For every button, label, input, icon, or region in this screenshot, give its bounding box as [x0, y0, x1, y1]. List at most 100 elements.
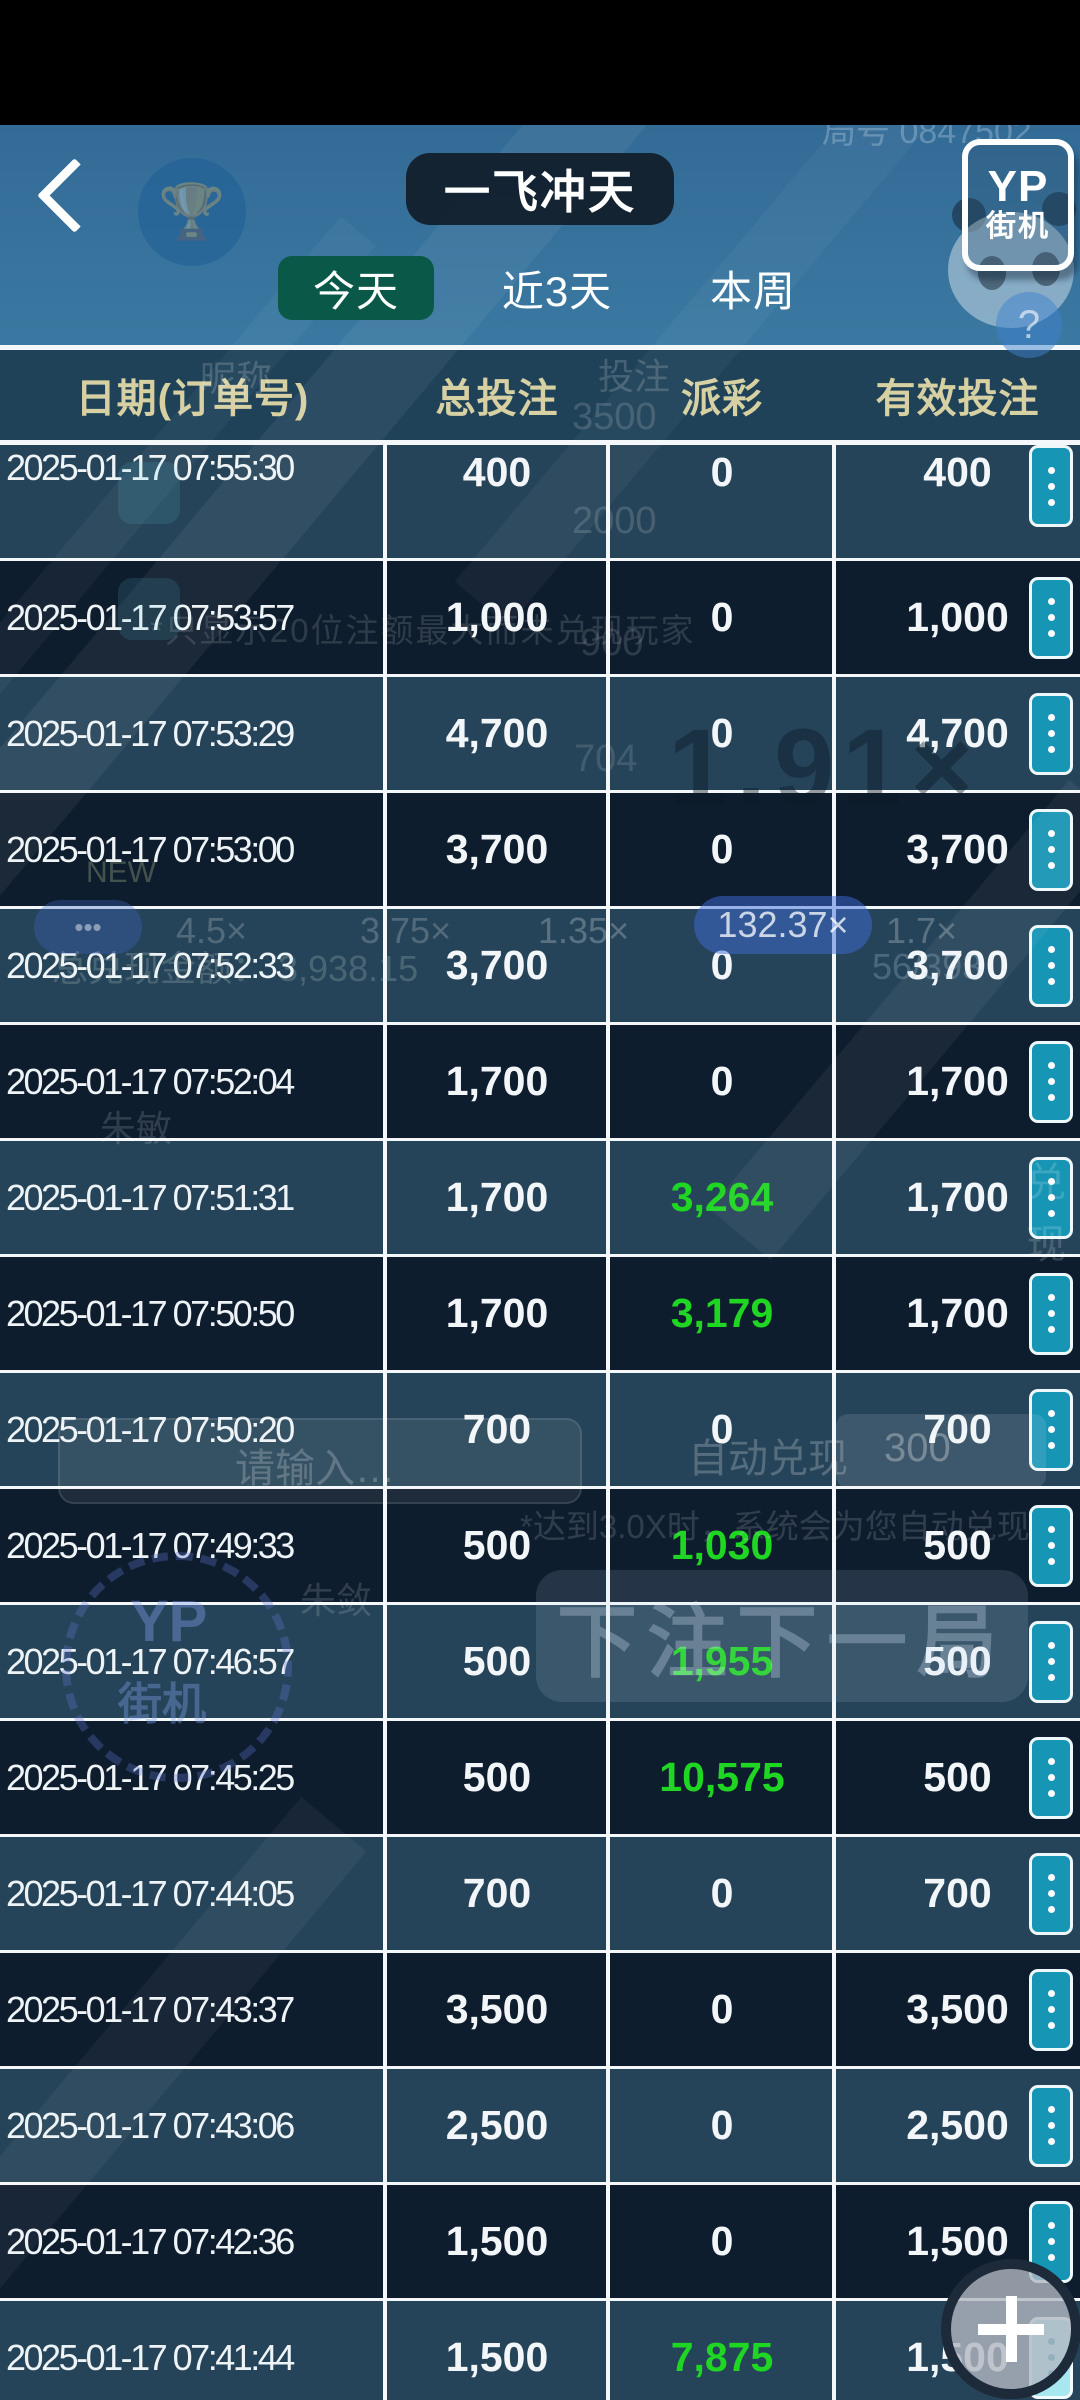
total-bet-cell: 3,700 — [445, 942, 549, 988]
status-bar — [0, 0, 1080, 125]
row-menu-button[interactable] — [1029, 2084, 1073, 2167]
table-row: 2025-01-17 07:46:57 500 1,955 500 — [0, 1605, 1080, 1721]
table-header: 日期(订单号) 总投注 派彩 有效投注 — [0, 345, 1080, 445]
tab-last-3-days[interactable]: 近3天 — [501, 267, 613, 315]
table-row: 2025-01-17 07:44:05 700 0 700 — [0, 1837, 1080, 1953]
row-menu-button[interactable] — [1029, 808, 1073, 891]
more-dots-icon — [1047, 1326, 1055, 1333]
date-cell: 2025-01-17 07:53:57 — [6, 596, 295, 638]
total-bet-cell: 4,700 — [445, 710, 549, 756]
payout-cell: 3,264 — [670, 1174, 774, 1220]
valid-bet-cell: 1,000 — [835, 561, 1080, 674]
payout-cell: 0 — [710, 826, 734, 872]
row-menu-button[interactable] — [1029, 1620, 1073, 1703]
col-date-order: 日期(订单号) — [75, 377, 310, 421]
table-row: 2025-01-17 07:42:36 1,500 0 1,500 — [0, 2185, 1080, 2301]
more-dots-icon — [1047, 862, 1055, 869]
more-dots-icon — [1047, 1642, 1055, 1649]
valid-bet-cell: 1,700 — [835, 1025, 1080, 1138]
row-menu-button[interactable] — [1029, 576, 1073, 659]
more-dots-icon — [1047, 1758, 1055, 1765]
table-body: 2025-01-17 07:55:30 400 0 400 2025-01-17… — [0, 445, 1080, 2400]
more-dots-icon — [1047, 2006, 1055, 2013]
more-dots-icon — [1047, 1774, 1055, 1781]
valid-bet-cell: 1,700 — [835, 1257, 1080, 1370]
date-cell: 2025-01-17 07:53:29 — [6, 712, 295, 754]
valid-bet-cell: 500 — [835, 1489, 1080, 1602]
row-menu-button[interactable] — [1029, 1040, 1073, 1123]
row-menu-button[interactable] — [1029, 1388, 1073, 1471]
more-dots-icon — [1047, 714, 1055, 721]
total-bet-cell: 2,500 — [445, 2102, 549, 2148]
more-dots-icon — [1047, 614, 1055, 621]
more-dots-icon — [1047, 1542, 1055, 1549]
row-menu-button[interactable] — [1029, 1272, 1073, 1355]
valid-bet-cell: 700 — [835, 1373, 1080, 1486]
more-dots-icon — [1047, 1658, 1055, 1665]
more-dots-icon — [1047, 1874, 1055, 1881]
payout-cell: 0 — [710, 594, 734, 640]
total-bet-cell: 1,500 — [445, 2218, 549, 2264]
date-cell: 2025-01-17 07:43:37 — [6, 1988, 295, 2030]
more-dots-icon — [1047, 730, 1055, 737]
valid-bet-cell: 400 — [835, 445, 1080, 558]
total-bet-cell: 500 — [462, 1638, 532, 1684]
col-valid-bet: 有效投注 — [875, 377, 1040, 421]
more-dots-icon — [1047, 1310, 1055, 1317]
more-dots-icon — [1047, 1210, 1055, 1217]
table-row: 2025-01-17 07:53:57 1,000 0 1,000 — [0, 561, 1080, 677]
date-cell: 2025-01-17 07:50:50 — [6, 1292, 295, 1334]
date-cell: 2025-01-17 07:43:06 — [6, 2104, 295, 2146]
valid-bet-cell: 3,700 — [835, 909, 1080, 1022]
date-cell: 2025-01-17 07:42:36 — [6, 2220, 295, 2262]
tab-today[interactable]: 今天 — [278, 256, 434, 320]
more-dots-icon — [1047, 2222, 1055, 2229]
table-row: 2025-01-17 07:50:50 1,700 3,179 1,700 — [0, 1257, 1080, 1373]
total-bet-cell: 500 — [462, 1754, 532, 1800]
row-menu-button[interactable] — [1029, 1504, 1073, 1587]
add-bet-button[interactable] — [941, 2259, 1080, 2399]
table-row: 2025-01-17 07:53:00 3,700 0 3,700 — [0, 793, 1080, 909]
more-dots-icon — [1047, 2138, 1055, 2145]
total-bet-cell: 1,000 — [445, 594, 549, 640]
table-row: 2025-01-17 07:45:25 500 10,575 500 — [0, 1721, 1080, 1837]
total-bet-cell: 1,500 — [445, 2334, 549, 2380]
more-dots-icon — [1047, 1790, 1055, 1797]
column-divider — [383, 345, 387, 2400]
more-dots-icon — [1047, 2254, 1055, 2261]
total-bet-cell: 1,700 — [445, 1174, 549, 1220]
tab-this-week[interactable]: 本周 — [709, 267, 796, 315]
more-dots-icon — [1047, 978, 1055, 985]
valid-bet-cell: 700 — [835, 1837, 1080, 1950]
more-dots-icon — [1047, 1078, 1055, 1085]
column-divider — [606, 345, 610, 2400]
more-dots-icon — [1047, 1906, 1055, 1913]
table-row: 2025-01-17 07:55:30 400 0 400 — [0, 445, 1080, 561]
date-cell: 2025-01-17 07:44:05 — [6, 1872, 295, 1914]
more-dots-icon — [1047, 830, 1055, 837]
more-dots-icon — [1047, 2106, 1055, 2113]
valid-bet-cell: 500 — [835, 1721, 1080, 1834]
row-menu-button[interactable] — [1029, 924, 1073, 1007]
valid-bet-cell: 3,500 — [835, 1953, 1080, 2066]
row-menu-button[interactable] — [1029, 692, 1073, 775]
more-dots-icon — [1047, 1890, 1055, 1897]
payout-cell: 10,575 — [659, 1754, 785, 1800]
more-dots-icon — [1047, 498, 1055, 506]
row-menu-button[interactable] — [1029, 1968, 1073, 2051]
row-menu-button[interactable] — [1029, 1852, 1073, 1935]
payout-cell: 0 — [710, 449, 734, 495]
row-menu-button[interactable] — [1029, 445, 1073, 527]
col-total-bet: 总投注 — [435, 377, 559, 421]
row-menu-button[interactable] — [1029, 1156, 1073, 1239]
total-bet-cell: 700 — [462, 1870, 532, 1916]
row-menu-button[interactable] — [1029, 1736, 1073, 1819]
date-cell: 2025-01-17 07:46:57 — [6, 1640, 295, 1682]
valid-bet-cell: 3,700 — [835, 793, 1080, 906]
more-dots-icon — [1047, 846, 1055, 853]
brand-badge[interactable]: YP 街机 — [962, 139, 1074, 271]
more-dots-icon — [1047, 466, 1055, 474]
back-button[interactable] — [30, 143, 112, 243]
table-row: 2025-01-17 07:41:44 1,500 7,875 1,500 — [0, 2301, 1080, 2400]
